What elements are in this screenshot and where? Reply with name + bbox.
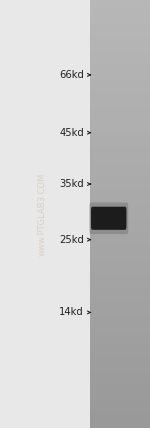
Text: 66kd: 66kd: [59, 70, 84, 80]
Text: 14kd: 14kd: [59, 307, 84, 318]
FancyBboxPatch shape: [91, 207, 126, 230]
FancyBboxPatch shape: [89, 202, 128, 234]
Text: 25kd: 25kd: [59, 235, 84, 245]
Text: 35kd: 35kd: [59, 179, 84, 189]
Text: 45kd: 45kd: [59, 128, 84, 138]
Text: www.PTGLAB3.COM: www.PTGLAB3.COM: [38, 172, 46, 256]
